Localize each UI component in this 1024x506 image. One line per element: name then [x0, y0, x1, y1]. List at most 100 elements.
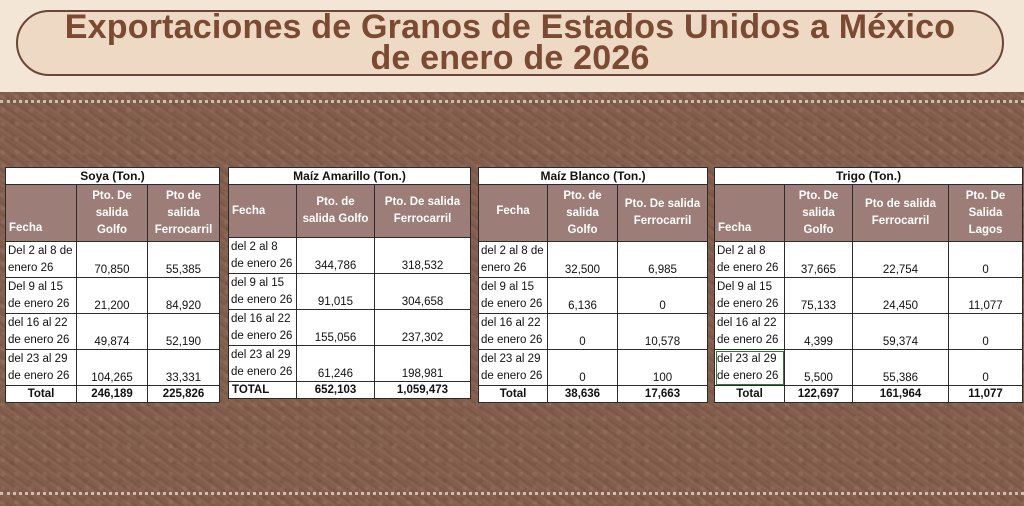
trigo-total-ferrocarril: 161,964 [852, 385, 949, 403]
soya-row1-fecha: Del 2 al 8 de enero 26 [5, 241, 77, 278]
soya-row1-ferrocarril: 55,385 [146, 241, 221, 278]
maiz-blanco-row1-fecha: del 2 al 8 de enero 26 [478, 241, 548, 278]
page-title-line1: Exportaciones de Granos de Estados Unido… [64, 8, 956, 46]
soya-row4-ferrocarril: 33,331 [146, 349, 221, 386]
maiz-amarillo-caption: Maíz Amarillo (Ton.) [228, 167, 471, 185]
soya-row2-golfo: 21,200 [76, 277, 148, 314]
maiz-blanco-row4-fecha: del 23 al 29 de enero 26 [478, 349, 548, 386]
maiz-blanco-row3-fecha: del 16 al 22 de enero 26 [478, 313, 548, 350]
maiz-blanco-row2-ferrocarril: 0 [616, 277, 709, 314]
maiz-blanco-row1-ferrocarril: 6,985 [616, 241, 709, 278]
trigo-row1-lagos: 0 [947, 241, 1024, 278]
maiz-amarillo-header-ferrocarril: Pto. De salida Ferrocarril [374, 184, 471, 238]
trigo-caption: Trigo (Ton.) [713, 167, 1024, 185]
maiz-amarillo-total-label: TOTAL [228, 381, 297, 399]
trigo-row3-fecha: del 16 al 22 de enero 26 [714, 313, 785, 350]
maiz-amarillo-row2-golfo: 91,015 [296, 273, 375, 310]
maiz-amarillo-row3-fecha: del 16 al 22 de enero 26 [228, 309, 297, 346]
trigo-header-ferrocarril: Pto de salida Ferrocarril [852, 184, 949, 242]
maiz-blanco-row2-fecha: del 9 al 15 de enero 26 [478, 277, 548, 314]
soya-header-fecha: Fecha [5, 184, 77, 242]
trigo-total-label: Total [714, 385, 785, 403]
maiz-amarillo-row1-ferrocarril: 318,532 [374, 237, 471, 274]
maiz-amarillo-row1-golfo: 344,786 [296, 237, 375, 274]
trigo-total-lagos: 11,077 [947, 385, 1024, 403]
trigo-row3-lagos: 0 [947, 313, 1024, 350]
soya-header-ferrocarril: Pto de salida Ferrocarril [146, 184, 221, 242]
trigo-row2-golfo: 75,133 [784, 277, 853, 314]
maiz-amarillo-header-golfo: Pto. de salida Golfo [296, 184, 375, 238]
table-row: del 9 al 15 de enero 26 6,136 0 [478, 277, 709, 314]
soya-row3-ferrocarril: 52,190 [146, 313, 221, 350]
trigo-row1-ferrocarril: 22,754 [852, 241, 949, 278]
table-row: del 16 al 22 de enero 26 4,399 59,374 0 [714, 313, 1024, 350]
trigo-table: Trigo (Ton.) Fecha Pto. De salida Golfo … [713, 167, 1024, 403]
total-row: Total 246,189 225,826 [5, 385, 221, 403]
soya-total-label: Total [5, 385, 77, 403]
table-row: del 2 al 8 de enero 26 32,500 6,985 [478, 241, 709, 278]
trigo-row4-lagos: 0 [947, 349, 1024, 386]
table-row: del 16 al 22 de enero 26 0 10,578 [478, 313, 709, 350]
total-row: Total 122,697 161,964 11,077 [714, 385, 1024, 403]
maiz-blanco-row3-ferrocarril: 10,578 [616, 313, 709, 350]
soya-row4-fecha: del 23 al 29 de enero 26 [5, 349, 77, 386]
maiz-blanco-table: Maíz Blanco (Ton.) Fecha Pto. de salida … [477, 167, 709, 403]
maiz-blanco-row4-golfo: 0 [547, 349, 618, 386]
trigo-row4-fecha[interactable]: del 23 al 29 de enero 26 [714, 349, 785, 386]
maiz-blanco-caption: Maíz Blanco (Ton.) [477, 167, 709, 185]
title-frame [16, 10, 1004, 76]
soya-row1-golfo: 70,850 [76, 241, 148, 278]
trigo-row1-golfo: 37,665 [784, 241, 853, 278]
page-title-line2: de enero de 2026 [370, 39, 650, 77]
soya-row4-golfo: 104,265 [76, 349, 148, 386]
total-row: TOTAL 652,103 1,059,473 [228, 381, 471, 399]
maiz-amarillo-row4-fecha: del 23 al 29 de enero 26 [228, 345, 297, 382]
soya-row2-ferrocarril: 84,920 [146, 277, 221, 314]
soya-total-ferrocarril: 225,826 [146, 385, 221, 403]
trigo-row3-ferrocarril: 59,374 [852, 313, 949, 350]
table-row: del 23 al 29 de enero 26 61,246 198,981 [228, 345, 471, 382]
trigo-header-golfo: Pto. De salida Golfo [784, 184, 853, 242]
maiz-amarillo-row1-fecha: del 2 al 8 de enero 26 [228, 237, 297, 274]
total-row: Total 38,636 17,663 [478, 385, 709, 403]
table-row: del 16 al 22 de enero 26 155,056 237,302 [228, 309, 471, 346]
maiz-amarillo-row3-golfo: 155,056 [296, 309, 375, 346]
maiz-amarillo-header-fecha: Fecha [228, 184, 297, 238]
maiz-blanco-header-golfo: Pto. de salida Golfo [547, 184, 618, 242]
stitch-divider-bottom [0, 492, 1024, 495]
maiz-amarillo-total-golfo: 652,103 [296, 381, 375, 399]
maiz-blanco-row4-ferrocarril: 100 [616, 349, 709, 386]
maiz-blanco-total-label: Total [478, 385, 548, 403]
trigo-row2-fecha: Del 9 al 15 de enero 26 [714, 277, 785, 314]
maiz-blanco-total-golfo: 38,636 [547, 385, 618, 403]
stitch-divider-top [0, 100, 1024, 103]
soya-table: Soya (Ton.) Fecha Pto. De salida Golfo P… [4, 167, 221, 403]
table-row: Del 2 al 8 de enero 26 70,850 55,385 [5, 241, 221, 278]
table-row: del 23 al 29 de enero 26 0 100 [478, 349, 709, 386]
maiz-amarillo-row2-ferrocarril: 304,658 [374, 273, 471, 310]
page-title: Exportaciones de Granos de Estados Unido… [16, 8, 1004, 77]
trigo-row4-ferrocarril: 55,386 [852, 349, 949, 386]
table-row: del 2 al 8 de enero 26 344,786 318,532 [228, 237, 471, 274]
table-row: Del 2 al 8 de enero 26 37,665 22,754 0 [714, 241, 1024, 278]
table-row: Del 9 al 15 de enero 26 75,133 24,450 11… [714, 277, 1024, 314]
trigo-header-fecha: Fecha [714, 184, 785, 242]
trigo-total-golfo: 122,697 [784, 385, 853, 403]
maiz-blanco-total-ferrocarril: 17,663 [616, 385, 709, 403]
soya-row3-fecha: del 16 al 22 de enero 26 [5, 313, 77, 350]
trigo-row4-golfo: 5,500 [784, 349, 853, 386]
soya-caption: Soya (Ton.) [4, 167, 221, 185]
trigo-header-lagos: Pto. De Salida Lagos [947, 184, 1024, 242]
maiz-blanco-row3-golfo: 0 [547, 313, 618, 350]
soya-total-golfo: 246,189 [76, 385, 148, 403]
maiz-blanco-row1-golfo: 32,500 [547, 241, 618, 278]
soya-header-golfo: Pto. De salida Golfo [76, 184, 148, 242]
maiz-blanco-header-ferrocarril: Pto. De salida Ferrocarril [616, 184, 709, 242]
table-row: del 9 al 15 de enero 26 91,015 304,658 [228, 273, 471, 310]
table-row: Del 9 al 15 de enero 26 21,200 84,920 [5, 277, 221, 314]
maiz-amarillo-total-ferrocarril: 1,059,473 [374, 381, 471, 399]
maiz-amarillo-row4-golfo: 61,246 [296, 345, 375, 382]
table-row: del 23 al 29 de enero 26 104,265 33,331 [5, 349, 221, 386]
table-row: del 16 al 22 de enero 26 49,874 52,190 [5, 313, 221, 350]
trigo-row3-golfo: 4,399 [784, 313, 853, 350]
